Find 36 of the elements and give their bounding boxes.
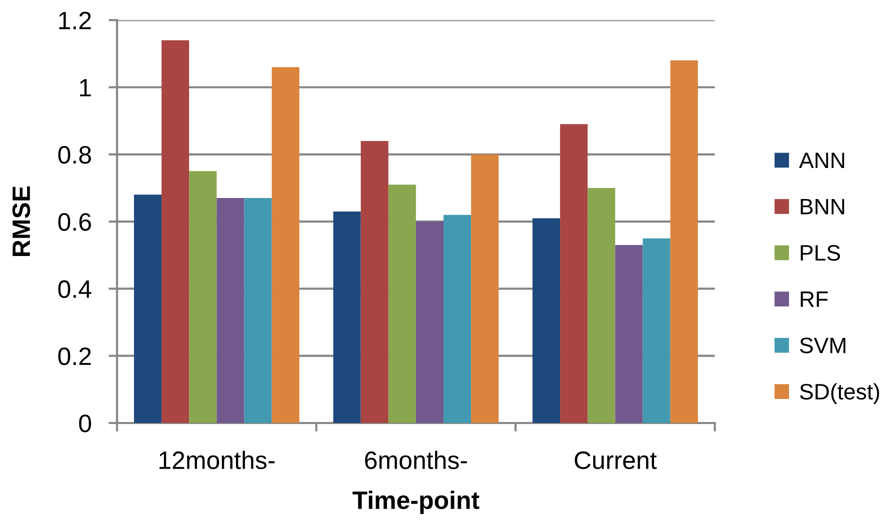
x-axis-title: Time-point [352,490,480,514]
bar [360,140,388,423]
y-tick-label: 1.2 [59,12,91,30]
bar [642,238,670,423]
y-tick-label: 0.6 [58,213,91,231]
y-tick-label: 0.8 [58,146,91,164]
legend-label: RF [800,292,828,307]
bar [333,211,361,423]
bar [444,214,472,423]
y-tick-label: 1 [80,79,91,96]
legend-label: PLS [800,245,840,261]
bar [416,222,444,423]
bar [560,124,588,423]
x-tick-label: Current [574,451,657,470]
bar [134,194,162,423]
x-tick-label: 12months- [160,450,275,470]
y-tick-label: 0.4 [58,280,92,298]
bar [471,154,499,423]
bar [388,184,416,423]
legend-label: SVM [800,338,846,354]
bar [272,67,300,423]
bar [162,40,190,423]
legend-label: ANN [799,152,844,168]
bar [615,245,643,423]
x-tick-label: 6months- [365,450,467,470]
bar [189,171,217,423]
bar [670,60,698,423]
bar [244,198,272,423]
y-tick-label: 0 [79,414,92,432]
y-tick-label: 0.2 [58,347,91,366]
y-axis-title: RMSE [12,186,30,256]
bar [216,198,244,423]
bar [532,218,560,423]
legend-label: BNN [800,199,844,214]
bar [588,188,616,423]
legend-label: SD(test) [800,383,880,404]
